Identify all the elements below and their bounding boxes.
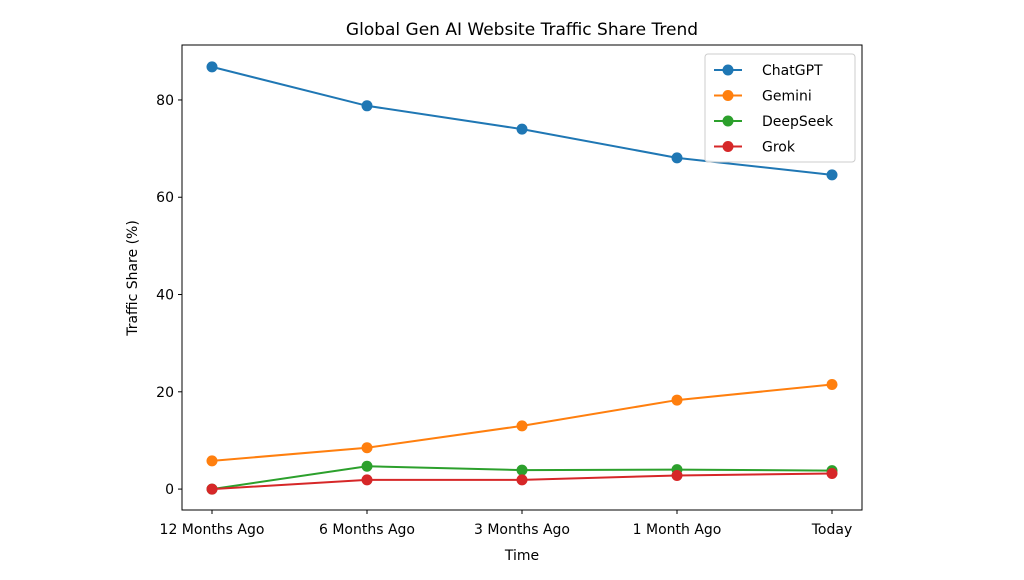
legend: ChatGPT Gemini DeepSeek Grok — [704, 53, 856, 163]
legend-label: Gemini — [762, 89, 812, 105]
y-tick-label: 80 — [156, 93, 174, 109]
data-point — [206, 61, 218, 73]
legend-marker — [722, 115, 734, 127]
data-point — [361, 474, 373, 486]
series-chatgpt — [206, 61, 838, 181]
series-grok — [206, 468, 838, 495]
legend-label: Grok — [762, 140, 796, 156]
data-point — [826, 379, 838, 391]
x-tick-label: 12 Months Ago — [160, 522, 265, 538]
legend-marker — [722, 90, 734, 101]
legend-box — [704, 53, 856, 163]
y-tick-label: 60 — [156, 190, 174, 206]
x-tick-label: 6 Months Ago — [319, 522, 415, 538]
data-point — [516, 474, 528, 486]
data-point — [516, 420, 528, 432]
legend-entry: ChatGPT — [714, 63, 823, 79]
series-group — [206, 61, 838, 495]
y-tick-label: 0 — [165, 482, 174, 498]
y-axis: 0 20 40 60 80 — [156, 93, 182, 498]
legend-marker — [722, 141, 734, 152]
legend-label: DeepSeek — [762, 114, 834, 130]
data-point — [826, 468, 838, 480]
legend-label: ChatGPT — [762, 63, 823, 79]
legend-entry: DeepSeek — [714, 114, 834, 130]
data-point — [361, 460, 373, 472]
data-point — [206, 483, 218, 495]
x-axis-label: Time — [504, 548, 539, 564]
data-point — [516, 464, 528, 476]
x-tick-label: Today — [811, 522, 853, 538]
data-point — [671, 394, 683, 406]
data-point — [361, 442, 373, 454]
data-point — [516, 123, 528, 135]
x-tick-label: 3 Months Ago — [474, 522, 570, 538]
y-tick-label: 20 — [156, 385, 174, 401]
data-point — [671, 152, 683, 164]
series-gemini — [206, 379, 838, 467]
y-axis-label: Traffic Share (%) — [125, 220, 141, 337]
x-axis: 12 Months Ago 6 Months Ago 3 Months Ago 1 M… — [160, 510, 853, 538]
data-point — [361, 100, 373, 112]
x-tick-label: 1 Month Ago — [633, 522, 722, 538]
data-point — [671, 469, 683, 481]
legend-entry: Grok — [714, 140, 796, 156]
chart-title: Global Gen AI Website Traffic Share Tren… — [346, 20, 698, 40]
legend-marker — [722, 64, 734, 76]
data-point — [206, 455, 218, 467]
legend-entry: Gemini — [714, 89, 812, 105]
y-tick-label: 40 — [156, 288, 174, 304]
data-point — [826, 169, 838, 181]
